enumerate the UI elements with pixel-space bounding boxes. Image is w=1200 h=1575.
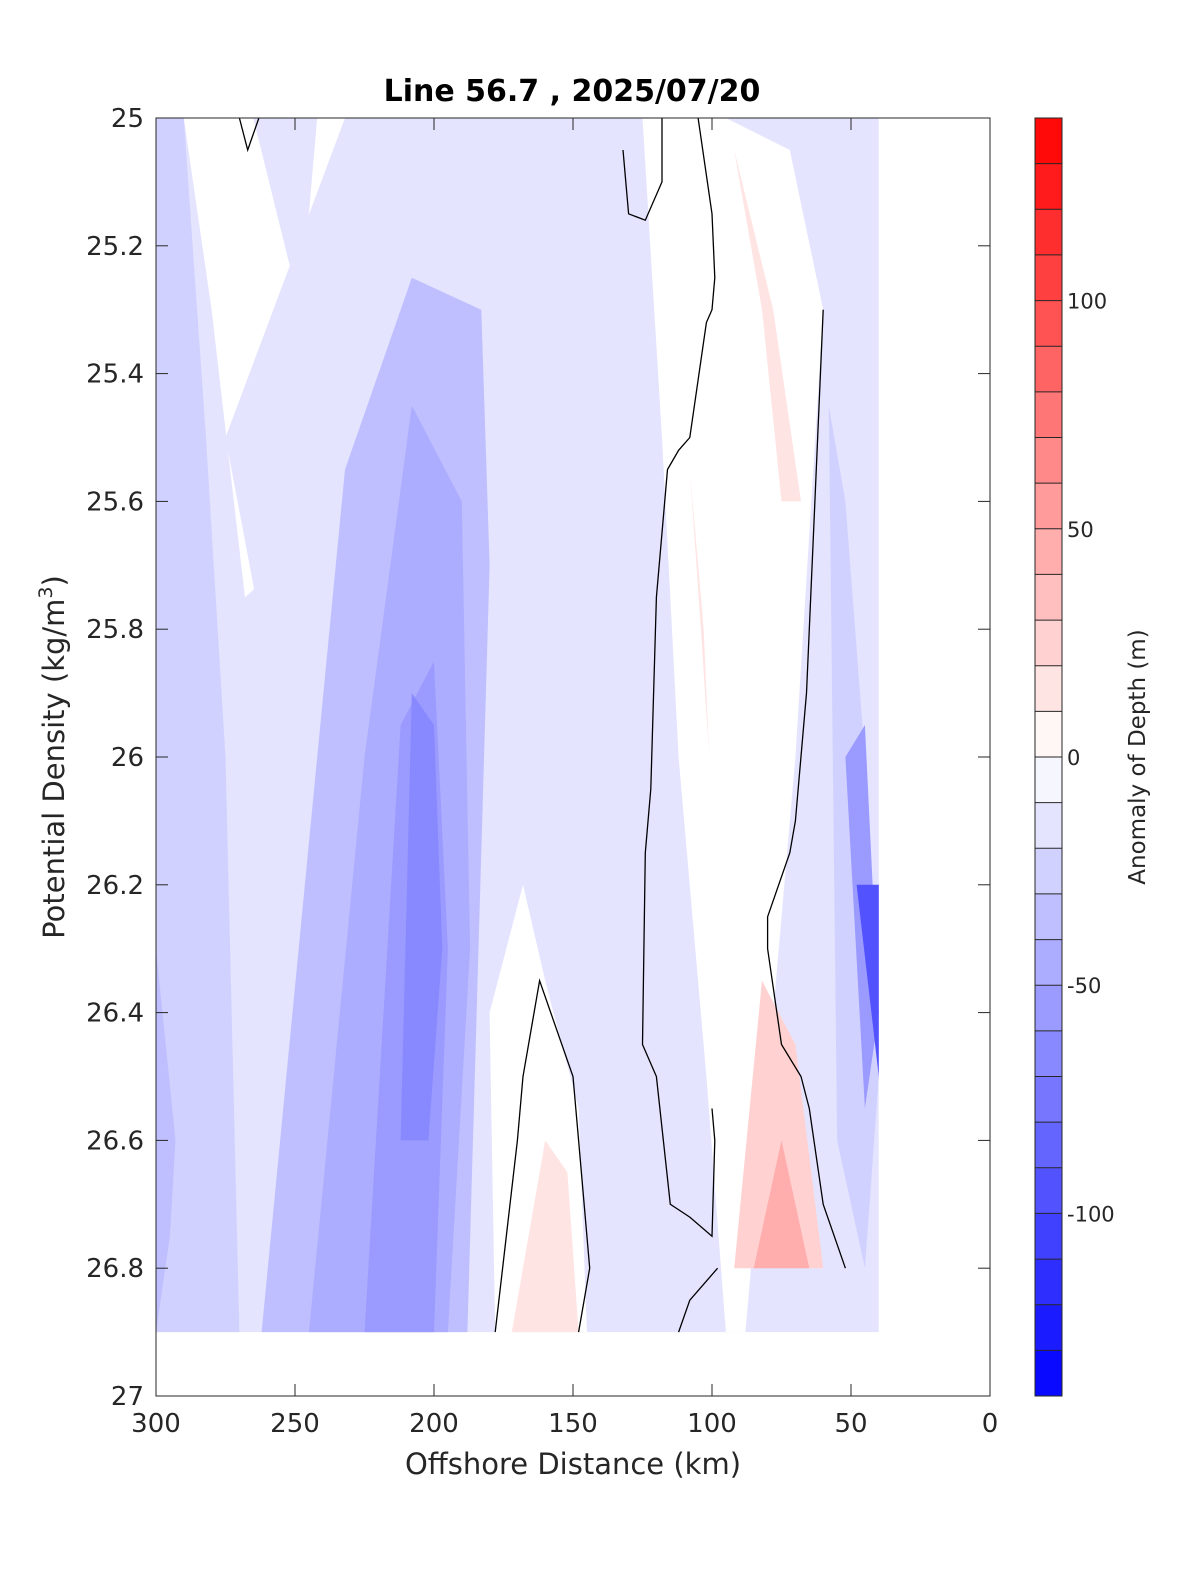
y-tick-label: 25 bbox=[111, 104, 144, 134]
colorbar-segment bbox=[1035, 939, 1062, 986]
y-tick-label: 25.8 bbox=[86, 615, 144, 645]
zero-contour-lines bbox=[238, 117, 847, 1333]
x-tick-label: 100 bbox=[687, 1409, 737, 1439]
colorbar-segment bbox=[1035, 1076, 1062, 1123]
y-tick-label: 25.4 bbox=[86, 360, 144, 390]
zero-contour-5 bbox=[494, 978, 591, 1333]
region-nearshore-blue-core bbox=[856, 884, 879, 1077]
y-tick-label: 26 bbox=[111, 743, 144, 773]
y-tick-label: 26.8 bbox=[86, 1254, 144, 1284]
y-tick-label: 26.2 bbox=[86, 871, 144, 901]
x-tick-label: 250 bbox=[270, 1409, 320, 1439]
colorbar-tick-label: -50 bbox=[1067, 974, 1101, 998]
x-tick-label: 200 bbox=[409, 1409, 459, 1439]
colorbar-tick-label: 100 bbox=[1067, 290, 1107, 314]
colorbar-segment bbox=[1035, 346, 1062, 393]
colorbar-segments bbox=[1035, 118, 1062, 1397]
colorbar-segment bbox=[1035, 985, 1062, 1032]
colorbar-segment bbox=[1035, 391, 1062, 438]
colorbar-segment bbox=[1035, 1030, 1062, 1077]
colorbar-segment bbox=[1035, 665, 1062, 712]
zero-contour-2 bbox=[622, 118, 663, 222]
colorbar-segment bbox=[1035, 528, 1062, 575]
colorbar-segment bbox=[1035, 300, 1062, 347]
colorbar-tick-label: 0 bbox=[1067, 746, 1080, 770]
colorbar-segment bbox=[1035, 254, 1062, 302]
region-mid-light-band bbox=[225, 118, 365, 725]
colorbar-frame bbox=[1034, 117, 1063, 1397]
x-tick-label: 150 bbox=[548, 1409, 598, 1439]
colorbar-segment bbox=[1035, 802, 1062, 849]
colorbar-segment bbox=[1035, 163, 1062, 210]
colorbar-segment bbox=[1035, 1304, 1062, 1351]
colorbar-segment bbox=[1035, 757, 1062, 804]
y-tick-label: 25.2 bbox=[86, 232, 144, 262]
colorbar-segment bbox=[1035, 1213, 1062, 1260]
colorbar-segment bbox=[1035, 574, 1062, 621]
y-axis-ticks: 25 25.2 25.4 25.6 25.8 26 26.2 26.4 26.6 26.8 27 bbox=[86, 104, 990, 1412]
filled-contour-regions bbox=[156, 118, 990, 1333]
region-main-trough-core bbox=[400, 693, 443, 1141]
x-tick-label: 50 bbox=[834, 1409, 867, 1439]
zero-contour-1 bbox=[238, 117, 260, 153]
colorbar-ticks: 100 50 0 -50 -100 bbox=[1067, 290, 1115, 1227]
x-tick-label: 0 bbox=[982, 1409, 999, 1439]
region-inner-pink-blob bbox=[511, 1140, 579, 1333]
x-tick-label: 300 bbox=[131, 1409, 181, 1439]
colorbar-segment bbox=[1035, 893, 1062, 941]
colorbar-tick-label: 50 bbox=[1067, 518, 1094, 542]
region-deep-pink-core bbox=[753, 1140, 810, 1269]
no-data-nearshore bbox=[878, 118, 990, 1333]
colorbar-segment bbox=[1035, 1122, 1062, 1169]
y-axis-label-main: Potential Density (kg/m bbox=[37, 599, 71, 939]
region-deep-pink-lobe bbox=[734, 980, 824, 1269]
y-axis-label: Potential Density (kg/m3) bbox=[35, 575, 71, 939]
region-shelf-pink-strip bbox=[734, 150, 801, 502]
colorbar-segment bbox=[1035, 848, 1062, 895]
zero-contour-4 bbox=[766, 309, 847, 1269]
x-axis-label: Offshore Distance (km) bbox=[405, 1447, 741, 1481]
colorbar-segment bbox=[1035, 209, 1062, 256]
colorbar-segment bbox=[1035, 483, 1062, 530]
y-axis-label-close: ) bbox=[37, 575, 71, 586]
x-axis-ticks: 300 250 200 150 100 50 0 bbox=[131, 118, 998, 1439]
region-offshore-edge-band bbox=[156, 118, 240, 1333]
colorbar-segment bbox=[1035, 1167, 1062, 1214]
zero-contour-6 bbox=[677, 1267, 719, 1333]
colorbar-segment bbox=[1035, 437, 1062, 484]
colorbar-segment bbox=[1035, 1259, 1062, 1306]
colorbar: 100 50 0 -50 -100 Anomaly of Depth (m) bbox=[1034, 117, 1151, 1397]
y-tick-label: 26.4 bbox=[86, 999, 144, 1029]
zero-contour-3 bbox=[641, 117, 716, 1238]
colorbar-segment bbox=[1035, 620, 1062, 667]
colorbar-label: Anomaly of Depth (m) bbox=[1125, 629, 1151, 884]
chart-title: Line 56.7 , 2025/07/20 bbox=[384, 74, 761, 109]
colorbar-segment bbox=[1035, 1350, 1062, 1397]
colorbar-tick-label: -100 bbox=[1067, 1202, 1115, 1226]
plot-area: 300 250 200 150 100 50 0 2525.225.425.625.8262… bbox=[86, 104, 998, 1439]
colorbar-segment bbox=[1035, 711, 1062, 758]
y-tick-label: 27 bbox=[111, 1382, 144, 1412]
y-tick-label: 25.6 bbox=[86, 487, 144, 517]
colorbar-segment bbox=[1035, 118, 1062, 165]
y-tick-label: 26.6 bbox=[86, 1126, 144, 1156]
y-axis-label-superscript: 3 bbox=[35, 586, 57, 598]
